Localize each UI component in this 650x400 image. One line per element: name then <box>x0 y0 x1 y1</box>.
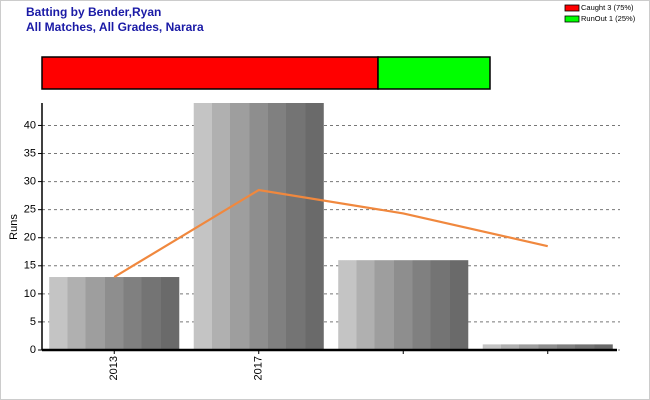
legend-swatch <box>564 15 580 23</box>
chart-subtitle: All Matches, All Grades, Narara <box>26 20 204 34</box>
legend-label: RunOut 1 (25%) <box>581 14 636 23</box>
line <box>113 188 548 278</box>
bar <box>49 277 180 350</box>
y-tick-label: 0 <box>30 344 36 356</box>
stack-segment <box>41 56 379 90</box>
y-tick-label: 15 <box>24 260 36 272</box>
y-axis-label: Runs <box>8 214 20 240</box>
bar <box>482 344 613 350</box>
legend-label: Caught 3 (75%) <box>581 3 634 12</box>
y-tick-label: 25 <box>24 204 36 216</box>
y-tick-label: 10 <box>24 288 36 300</box>
bar <box>193 103 324 350</box>
y-tick-label: 5 <box>30 316 36 328</box>
y-tick-label: 35 <box>24 147 36 159</box>
bar <box>338 260 469 350</box>
x-tick-label: 2017 <box>253 356 265 380</box>
stack-segment <box>377 56 491 90</box>
y-tick-label: 30 <box>24 175 36 187</box>
y-tick-label: 40 <box>24 119 36 131</box>
chart-title: Batting by Bender,Ryan <box>26 5 161 19</box>
y-tick-label: 20 <box>24 232 36 244</box>
legend-swatch <box>564 4 580 12</box>
x-tick-label: 2013 <box>108 356 120 380</box>
